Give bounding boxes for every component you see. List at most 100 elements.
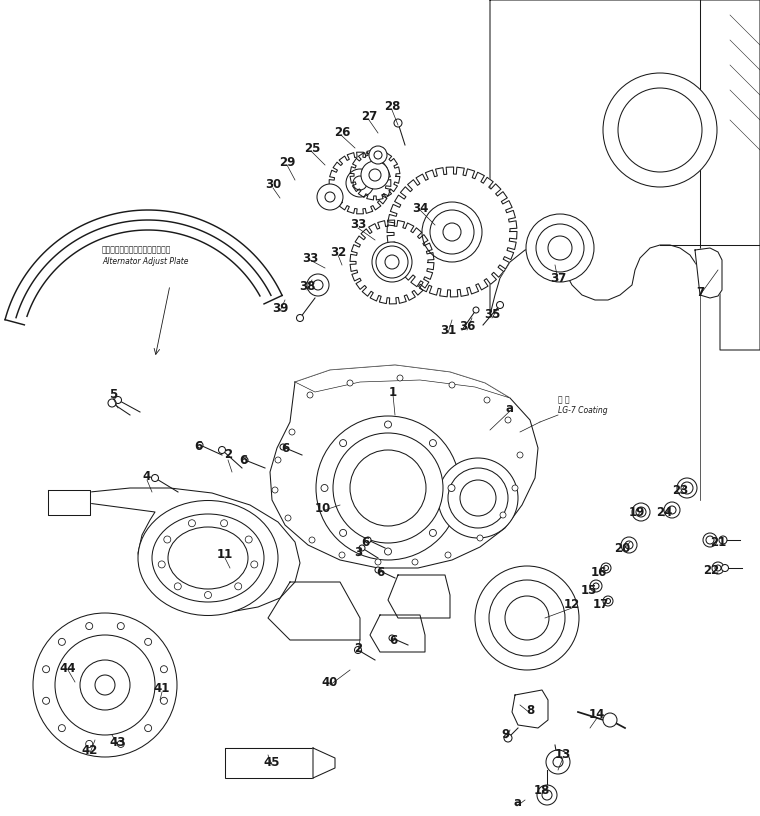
Text: 塗 布: 塗 布 — [558, 395, 570, 404]
Circle shape — [475, 566, 579, 670]
Circle shape — [80, 660, 130, 710]
Text: 31: 31 — [440, 323, 456, 336]
Text: 43: 43 — [109, 735, 126, 748]
Text: 37: 37 — [550, 272, 566, 285]
Circle shape — [526, 214, 594, 282]
Polygon shape — [512, 690, 548, 728]
Circle shape — [389, 635, 395, 641]
Circle shape — [55, 635, 155, 735]
Circle shape — [397, 375, 403, 381]
Circle shape — [712, 562, 724, 574]
Text: 6: 6 — [281, 442, 289, 455]
Circle shape — [385, 548, 391, 555]
Circle shape — [449, 382, 455, 388]
Ellipse shape — [152, 514, 264, 602]
Text: 32: 32 — [330, 246, 346, 259]
Circle shape — [321, 485, 328, 491]
Text: 18: 18 — [534, 783, 550, 796]
Circle shape — [33, 613, 177, 757]
Circle shape — [117, 623, 125, 630]
Circle shape — [504, 734, 512, 742]
Circle shape — [540, 228, 580, 268]
Text: a: a — [506, 401, 514, 415]
Text: 10: 10 — [315, 502, 331, 515]
Circle shape — [370, 170, 380, 180]
Circle shape — [590, 580, 602, 592]
Circle shape — [86, 740, 93, 747]
Circle shape — [412, 559, 418, 565]
Circle shape — [197, 442, 203, 448]
Polygon shape — [350, 150, 400, 200]
Circle shape — [309, 537, 315, 543]
Circle shape — [448, 485, 455, 491]
Polygon shape — [329, 153, 391, 214]
Circle shape — [448, 468, 508, 528]
Circle shape — [369, 146, 387, 164]
Circle shape — [219, 446, 226, 454]
Circle shape — [536, 224, 584, 272]
Circle shape — [251, 561, 258, 568]
Circle shape — [43, 666, 49, 672]
Circle shape — [43, 698, 49, 704]
Text: 41: 41 — [154, 681, 170, 694]
Circle shape — [621, 537, 637, 553]
Circle shape — [372, 242, 412, 282]
Circle shape — [108, 399, 116, 407]
Bar — [225, 748, 313, 778]
Circle shape — [164, 536, 171, 543]
Circle shape — [86, 623, 93, 630]
Text: LG-7 Coating: LG-7 Coating — [558, 406, 608, 415]
Circle shape — [272, 487, 278, 493]
Text: 14: 14 — [589, 708, 605, 721]
Text: 25: 25 — [304, 141, 320, 154]
Text: 24: 24 — [656, 507, 672, 520]
Text: 7: 7 — [696, 286, 704, 299]
Circle shape — [364, 164, 386, 186]
Text: 6: 6 — [361, 536, 369, 549]
Text: 20: 20 — [614, 542, 630, 555]
Text: 42: 42 — [82, 743, 98, 756]
Circle shape — [339, 552, 345, 558]
Circle shape — [289, 429, 295, 435]
Text: 17: 17 — [593, 598, 609, 611]
Circle shape — [603, 713, 617, 727]
Circle shape — [347, 380, 353, 386]
Polygon shape — [387, 167, 517, 297]
Circle shape — [505, 417, 511, 423]
Circle shape — [500, 512, 506, 518]
Circle shape — [430, 210, 474, 254]
Ellipse shape — [168, 527, 248, 589]
Circle shape — [460, 480, 496, 516]
Circle shape — [317, 184, 343, 210]
Polygon shape — [313, 748, 335, 778]
Circle shape — [316, 416, 460, 560]
Circle shape — [429, 440, 436, 446]
Circle shape — [235, 583, 242, 590]
Circle shape — [477, 535, 483, 541]
Circle shape — [548, 236, 572, 260]
Text: 6: 6 — [239, 455, 247, 468]
Circle shape — [601, 563, 611, 573]
Text: 38: 38 — [299, 281, 315, 294]
Text: 2: 2 — [224, 449, 232, 462]
Text: 12: 12 — [564, 598, 580, 611]
Circle shape — [394, 119, 402, 127]
Polygon shape — [490, 0, 760, 350]
Circle shape — [160, 698, 167, 704]
Circle shape — [385, 421, 391, 428]
Circle shape — [87, 667, 123, 703]
Text: 9: 9 — [502, 729, 510, 742]
Text: 6: 6 — [194, 441, 202, 454]
Text: 21: 21 — [710, 536, 726, 549]
Text: 6: 6 — [376, 566, 384, 579]
Text: 5: 5 — [109, 388, 117, 401]
Polygon shape — [270, 365, 538, 568]
Circle shape — [350, 450, 426, 526]
Polygon shape — [268, 582, 360, 640]
Circle shape — [59, 725, 65, 732]
Circle shape — [546, 750, 570, 774]
Polygon shape — [350, 220, 434, 304]
Circle shape — [361, 161, 389, 189]
Text: 11: 11 — [217, 548, 233, 561]
Circle shape — [452, 472, 504, 524]
